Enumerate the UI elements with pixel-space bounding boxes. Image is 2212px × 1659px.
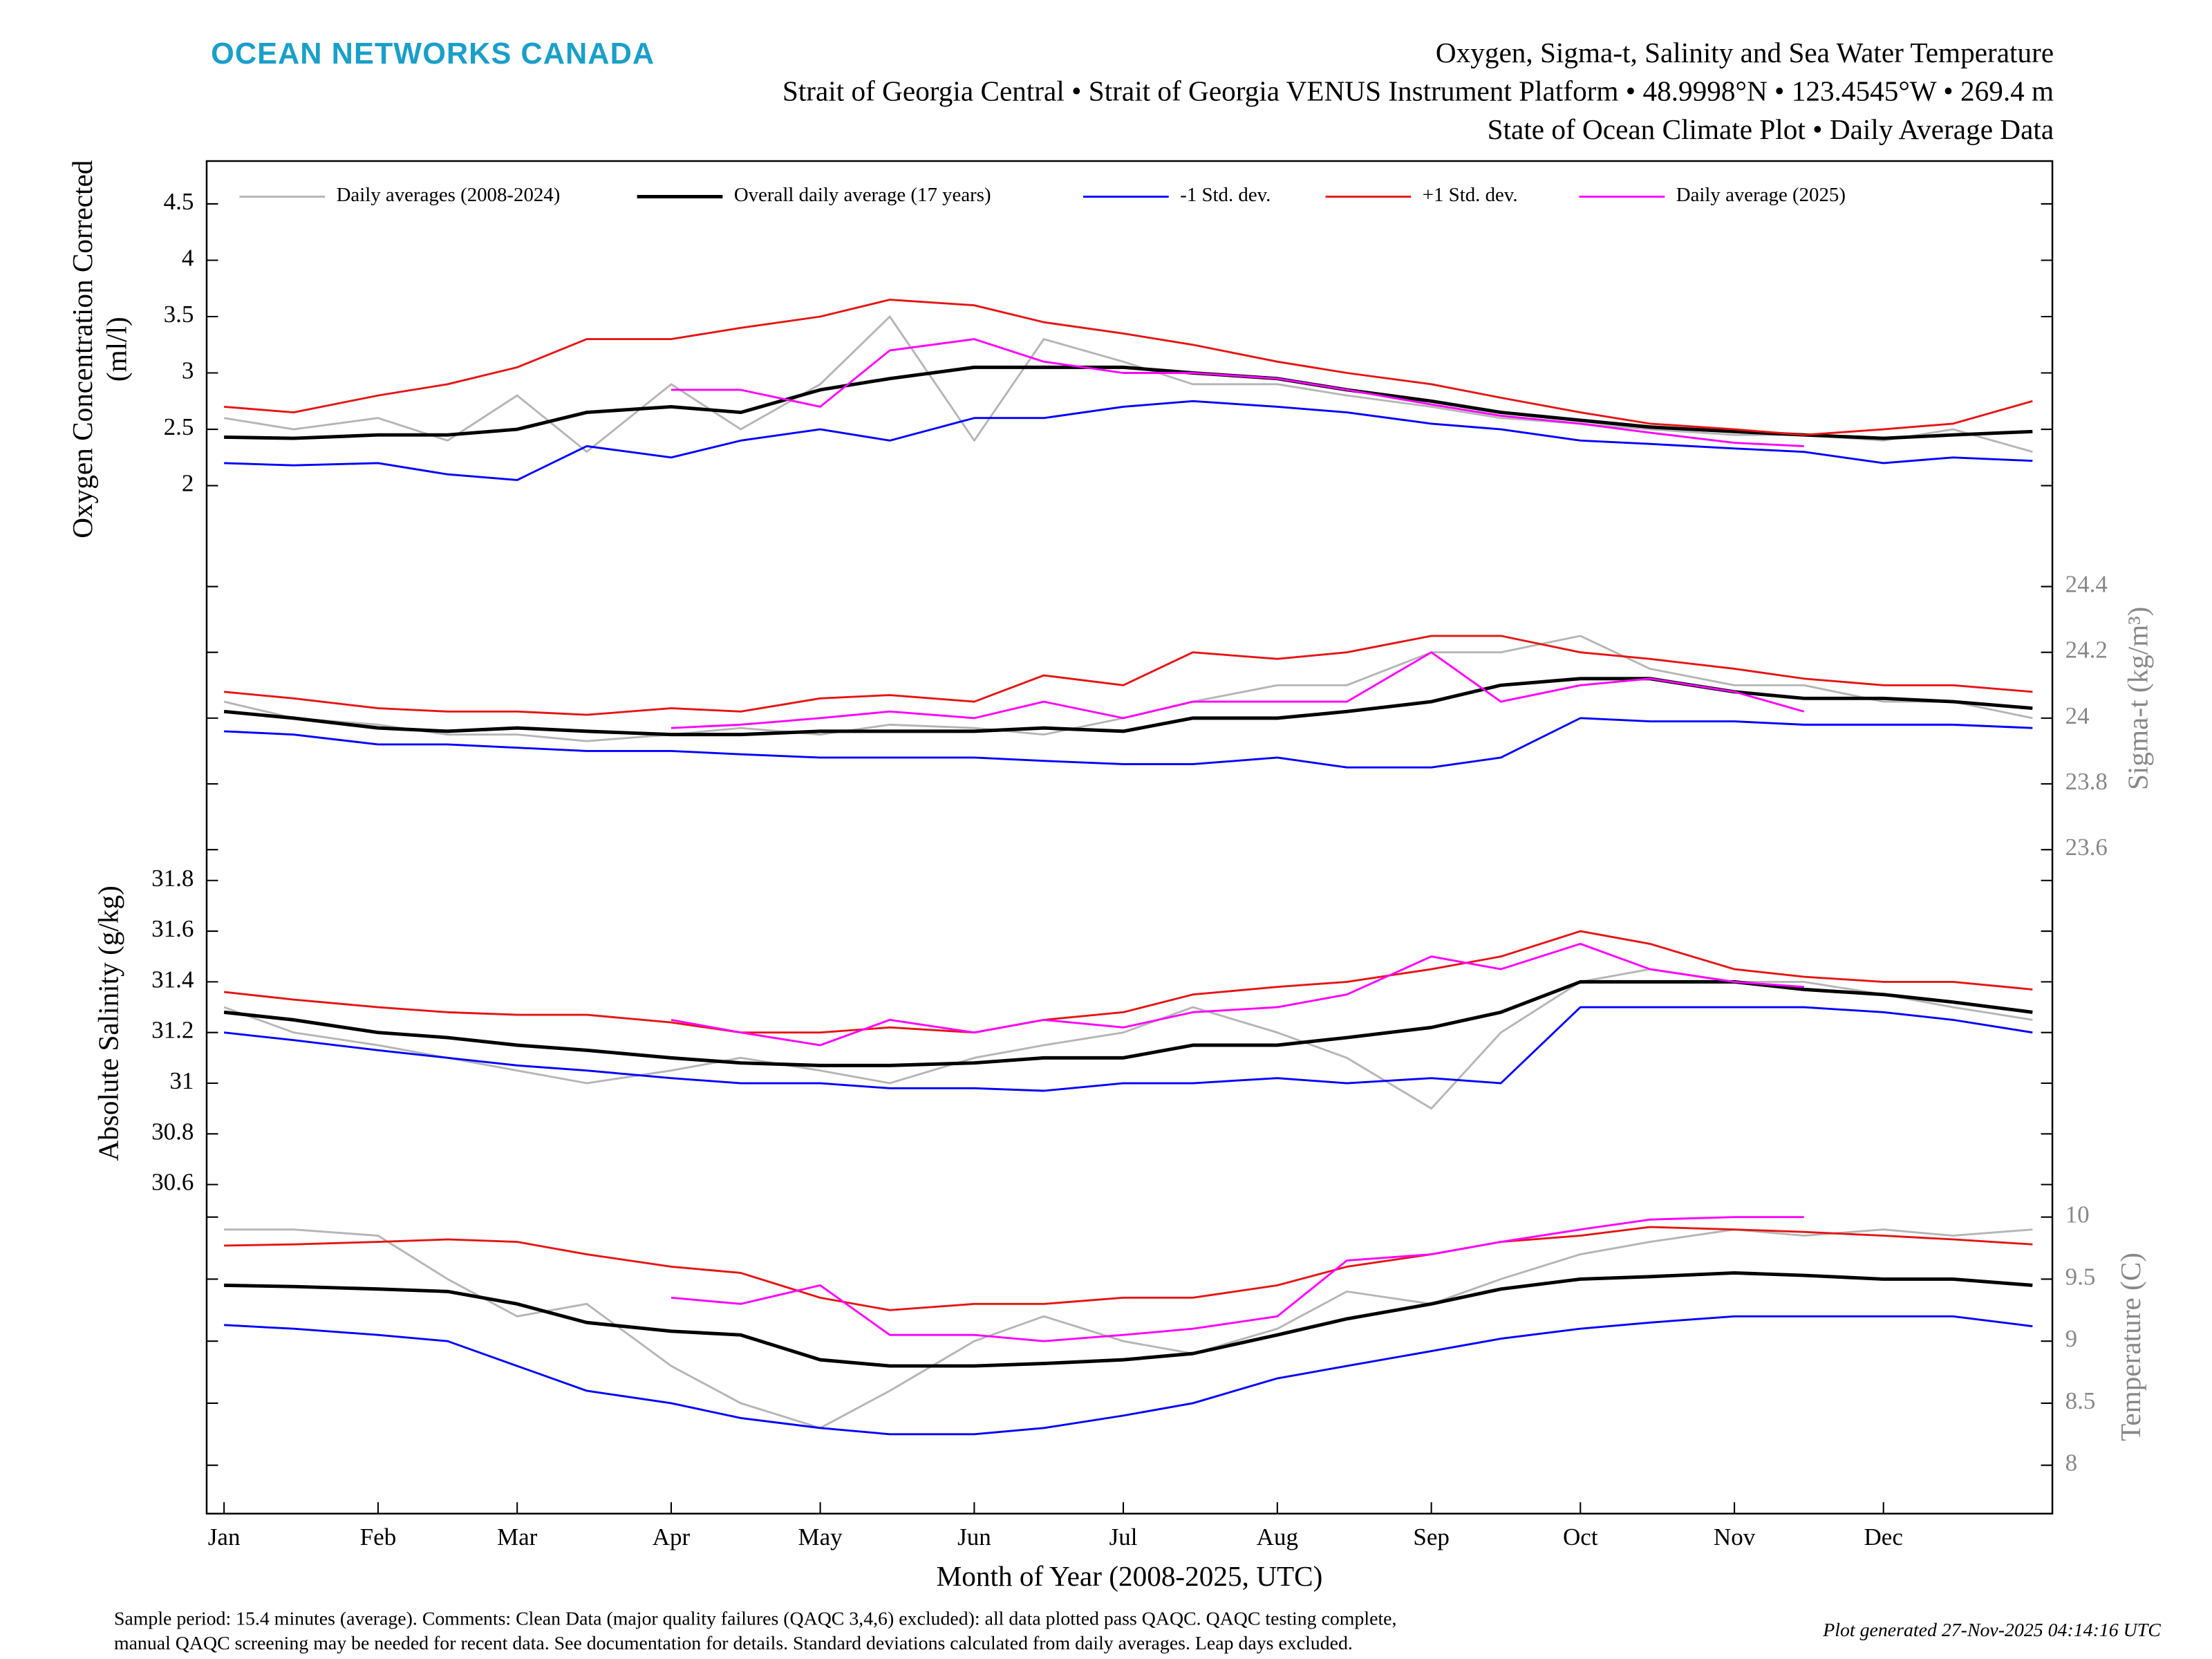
y-tick-label: 31.4 — [151, 966, 194, 993]
y-axis-label: Absolute Salinity (g/kg) — [92, 885, 124, 1161]
plot-frame — [205, 160, 2054, 1515]
y-axis-label: Sigma-t (kg/m³) — [2121, 607, 2154, 790]
series-line — [671, 1216, 1804, 1342]
y-tick-label: 3 — [182, 357, 194, 384]
y-tick-label: 2.5 — [164, 413, 194, 440]
x-tick-label: Dec — [1864, 1524, 1902, 1550]
x-tick-label: May — [798, 1524, 843, 1550]
x-tick-label: Jun — [957, 1524, 991, 1550]
y-tick-label: 30.8 — [151, 1118, 194, 1145]
series-line — [671, 651, 1805, 729]
legend-label: -1 Std. dev. — [1180, 184, 1271, 206]
series-line — [223, 930, 2033, 1034]
series-line — [223, 315, 2033, 453]
footer-note: Sample period: 15.4 minutes (average). C… — [114, 1609, 1397, 1630]
y-tick-label: 4.5 — [164, 188, 194, 215]
y-tick-label: 31 — [169, 1067, 194, 1094]
series-line — [223, 635, 2033, 716]
series-line — [224, 1271, 2033, 1368]
y-tick-label: 23.8 — [2065, 768, 2108, 795]
y-tick-label: 8.5 — [2065, 1387, 2096, 1414]
series-line — [671, 942, 1804, 1047]
legend-label: Overall daily average (17 years) — [734, 184, 991, 206]
x-tick-label: Apr — [653, 1524, 691, 1550]
x-tick-label: Feb — [360, 1524, 397, 1550]
series-line — [223, 1006, 2033, 1092]
y-tick-label: 30.6 — [151, 1169, 194, 1196]
x-axis-label: Month of Year (2008-2025, UTC) — [937, 1560, 1323, 1593]
x-tick-label: Nov — [1714, 1524, 1756, 1550]
x-tick-label: Jul — [1109, 1524, 1138, 1550]
series-line — [224, 1315, 2033, 1436]
y-axis-label: (ml/l) — [101, 317, 133, 382]
y-tick-label: 2 — [182, 470, 194, 497]
x-tick-label: Aug — [1257, 1524, 1298, 1550]
y-tick-label: 31.6 — [151, 915, 194, 942]
x-tick-label: Mar — [497, 1524, 538, 1550]
x-tick-label: Jan — [208, 1524, 241, 1550]
series-line — [224, 299, 2033, 436]
y-tick-label: 24 — [2065, 702, 2090, 729]
y-tick-label: 9 — [2065, 1325, 2078, 1352]
y-tick-label: 10 — [2065, 1201, 2090, 1228]
legend-label: +1 Std. dev. — [1423, 184, 1518, 206]
series-line — [224, 400, 2033, 481]
y-tick-label: 31.8 — [151, 865, 194, 892]
legend-label: Daily average (2025) — [1676, 184, 1846, 206]
y-tick-label: 3.5 — [164, 301, 194, 328]
y-tick-label: 24.4 — [2065, 571, 2108, 598]
y-axis-label: Oxygen Concentration Corrected — [66, 160, 98, 538]
y-tick-label: 24.2 — [2065, 637, 2108, 664]
logo: OCEAN NETWORKS CANADA — [211, 37, 655, 71]
series-line — [224, 365, 2033, 440]
plots: 2 2.5 3 3.5 4 4.5 Oxygen Concentration Correct… — [66, 160, 2154, 1593]
y-tick-label: 9.5 — [2065, 1263, 2096, 1290]
subtitle-2: State of Ocean Climate Plot • Daily Aver… — [1488, 113, 2054, 145]
legend-label: Daily averages (2008-2024) — [337, 184, 561, 206]
series-line — [671, 338, 1804, 447]
y-tick-label: 8 — [2065, 1450, 2078, 1477]
y-tick-label: 23.6 — [2065, 834, 2108, 861]
title: Oxygen, Sigma-t, Salinity and Sea Water … — [1436, 37, 2054, 68]
y-tick-label: 4 — [182, 245, 194, 272]
series-line — [224, 1226, 2033, 1311]
y-tick-label: 31.2 — [151, 1017, 194, 1044]
x-tick-label: Oct — [1563, 1524, 1598, 1550]
y-axis-label: Temperature (C) — [2115, 1253, 2147, 1441]
plot-generated: Plot generated 27-Nov-2025 04:14:16 UTC — [1822, 1620, 2161, 1641]
series-line — [224, 717, 2033, 769]
subtitle: Strait of Georgia Central • Strait of Ge… — [782, 75, 2054, 107]
footer-note: manual QAQC screening may be needed for … — [114, 1633, 1353, 1654]
x-tick-label: Sep — [1413, 1524, 1450, 1550]
